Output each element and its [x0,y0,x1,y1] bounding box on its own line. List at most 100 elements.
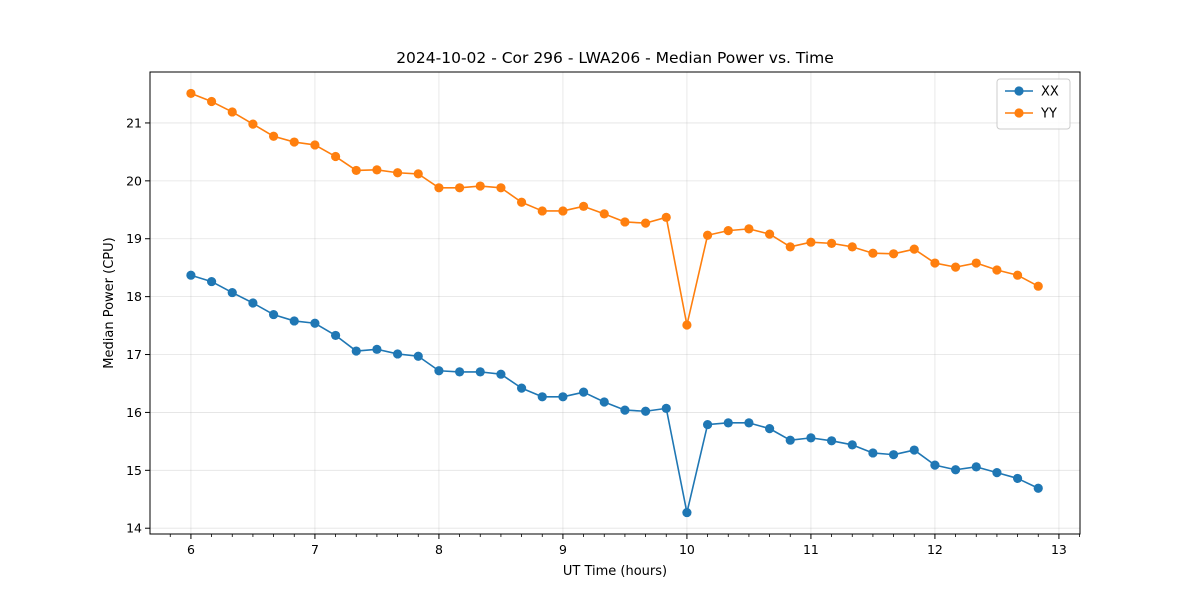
data-point-yy [206,96,217,107]
data-point-xx [434,366,444,376]
data-point-yy [351,165,361,176]
data-point-xx [888,450,899,460]
data-point-xx [289,316,299,326]
legend-label: YY [1040,107,1057,122]
data-point-xx [268,309,279,320]
x-tick-label: 6 [187,542,195,557]
legend-label: XX [1041,85,1059,100]
data-point-yy [392,168,403,178]
data-point-xx [537,392,547,402]
data-point-xx [475,367,485,377]
data-point-xx [558,392,568,402]
data-point-xx [351,346,361,356]
data-point-xx [620,405,630,415]
data-point-xx [1033,483,1043,493]
data-point-yy [661,212,671,222]
data-point-yy [640,218,651,228]
data-point-yy [310,140,320,150]
data-point-yy [682,320,692,330]
data-point-yy [1012,270,1023,280]
y-tick-label: 17 [126,347,142,362]
data-point-xx [496,369,506,379]
data-point-yy [268,131,279,141]
y-tick-label: 15 [126,463,142,478]
data-point-xx [950,465,961,475]
data-point-xx [454,367,465,377]
data-point-yy [599,209,609,219]
data-point-yy [578,201,589,211]
data-point-xx [702,419,713,430]
data-point-xx [206,276,217,287]
data-point-yy [186,88,196,99]
grid [150,72,1080,534]
series-yy [186,88,1043,330]
data-point-xx [868,448,878,458]
data-point-xx [186,270,196,280]
data-point-yy [764,229,775,239]
data-point-xx [992,468,1002,478]
data-point-yy [971,258,981,268]
plot-frame [149,71,1081,535]
data-point-yy [413,169,423,179]
data-point-yy [620,217,630,227]
data-point-yy [950,262,961,272]
data-point-yy [888,249,899,259]
data-point-yy [868,248,878,258]
series-layer [186,88,1043,518]
y-tick-label: 14 [126,521,142,536]
data-point-xx [723,418,733,428]
x-axis-label: UT Time (hours) [563,564,667,579]
x-tick-label: 13 [1051,542,1067,557]
data-point-xx [1012,473,1023,484]
x-tick-label: 12 [927,542,943,557]
legend-box [996,78,1071,130]
data-point-xx [392,349,403,359]
data-point-xx [227,287,237,298]
axis-ticks: 6 7 8 9 10 11 12 13 14 15 16 17 18 19 20 21 [126,115,1080,557]
data-point-xx [847,440,857,450]
data-point-xx [413,351,423,361]
data-point-yy [723,226,733,236]
y-tick-label: 19 [126,231,142,246]
data-point-xx [744,418,754,428]
data-point-xx [909,445,919,455]
data-point-yy [1033,281,1043,291]
data-point-yy [289,137,299,147]
data-point-yy [702,230,713,240]
x-tick-label: 11 [803,542,819,557]
data-point-xx [826,436,837,446]
x-tick-label: 10 [679,542,695,557]
data-point-yy [909,244,919,254]
y-tick-label: 18 [126,289,142,304]
data-point-xx [516,383,527,393]
data-point-yy [537,206,547,216]
data-point-xx [640,406,651,416]
data-point-yy [785,242,795,252]
data-point-yy [744,224,754,234]
data-point-xx [372,344,382,354]
y-tick-label: 20 [126,173,142,188]
x-tick-label: 7 [311,542,319,557]
data-point-yy [558,206,568,216]
y-tick-label: 16 [126,405,142,420]
data-point-yy [496,183,506,193]
series-xx [186,270,1043,518]
legend: XX YY [996,78,1071,130]
data-point-xx [310,318,320,328]
data-point-xx [682,507,692,518]
data-point-yy [454,183,465,193]
data-point-yy [372,165,382,175]
data-point-yy [516,197,527,207]
x-tick-label: 9 [559,542,567,557]
data-point-yy [992,265,1002,275]
data-point-yy [434,183,444,193]
data-point-yy [227,107,237,117]
data-point-xx [578,387,589,397]
data-point-yy [330,151,341,162]
legend-swatch-marker [1014,108,1024,118]
data-point-yy [806,237,816,247]
data-point-yy [475,181,485,191]
data-point-xx [806,433,816,443]
data-point-xx [764,424,775,434]
